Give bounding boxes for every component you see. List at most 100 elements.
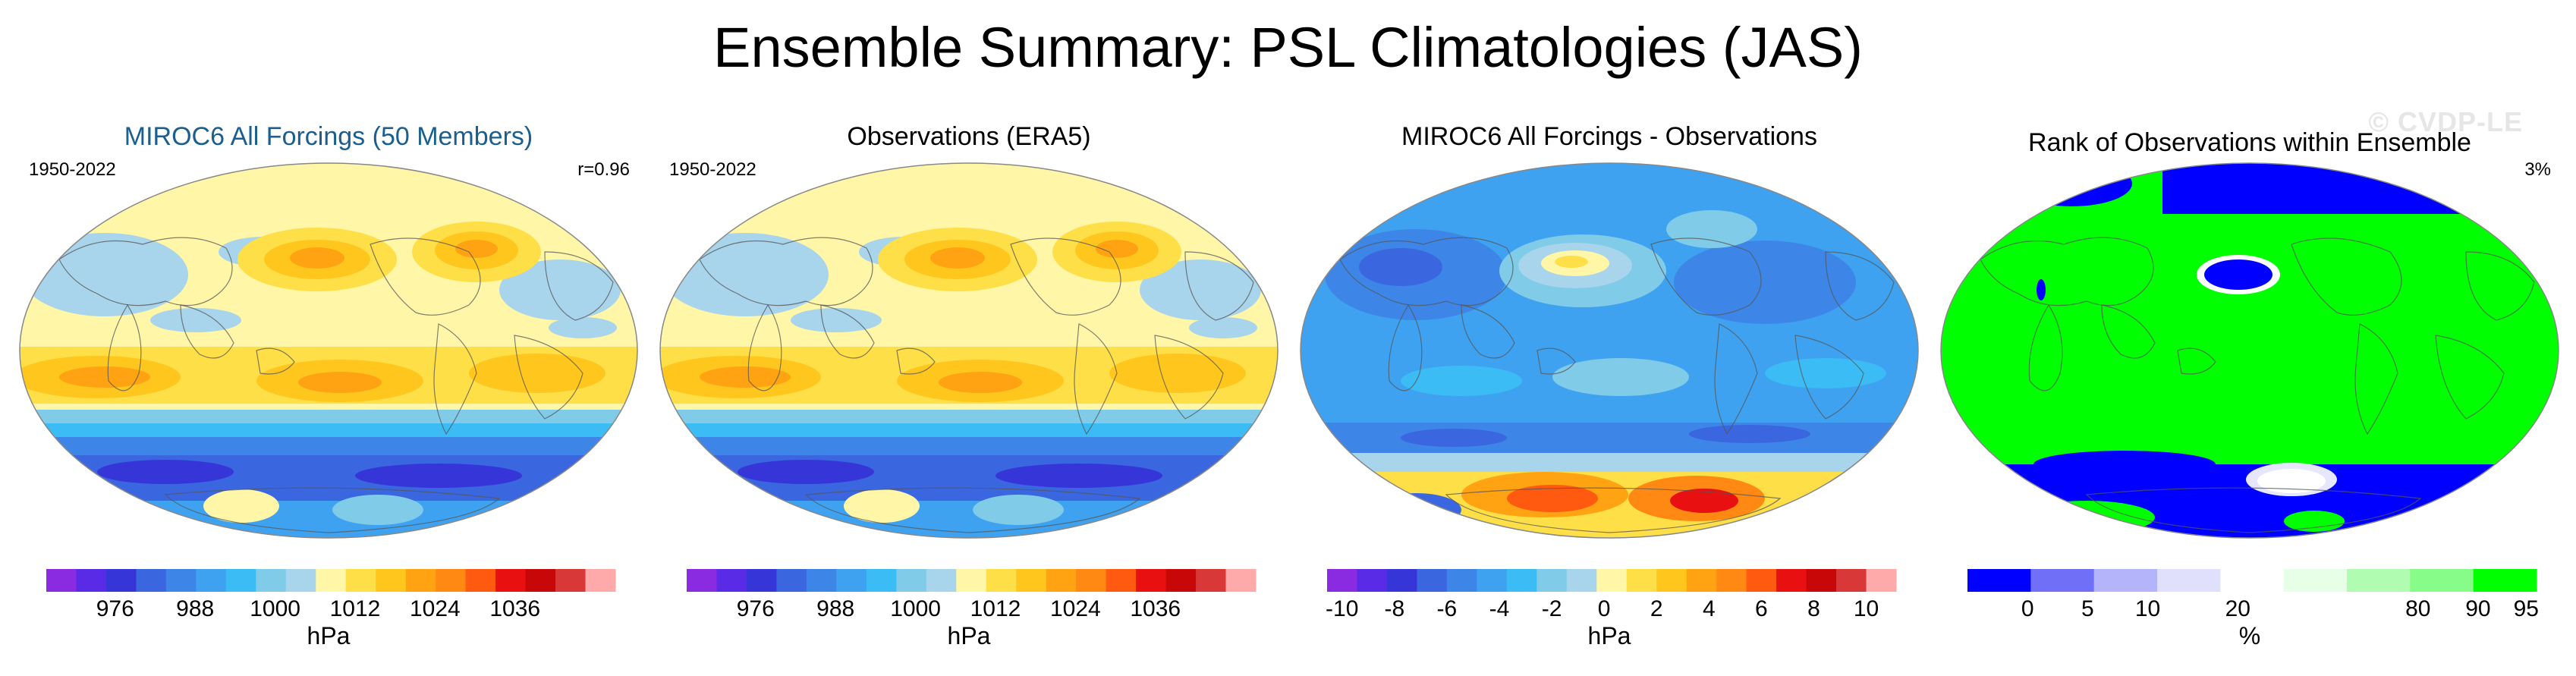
coastline [1461, 304, 1515, 359]
colorbar-unit: % [2238, 622, 2261, 649]
map-field [660, 163, 1278, 538]
colorbar-swatch [2030, 569, 2095, 592]
colorbar-swatch [525, 569, 556, 592]
coastline [1794, 335, 1864, 420]
colorbar-tick-label: -6 [1437, 596, 1458, 618]
colorbar-swatch [465, 569, 496, 592]
colorbar-swatch [1046, 569, 1077, 592]
colorbar-tick-label: 1036 [489, 596, 540, 618]
colorbar-tick-label: 988 [176, 596, 214, 618]
colorbar: 051020809095100 [1967, 569, 2539, 618]
colorbar-swatch [405, 569, 436, 592]
colorbar-tick-label: 1012 [970, 596, 1021, 618]
colorbar-tick-label: -8 [1384, 596, 1404, 618]
coastline [804, 487, 1141, 533]
colorbar-swatch [316, 569, 347, 592]
colorbar-swatch [1225, 569, 1257, 592]
colorbar-tick-label: 95 [2514, 596, 2539, 618]
colorbar-tick-label: 1000 [890, 596, 941, 618]
colorbar-swatch [896, 569, 927, 592]
map-field [1301, 163, 1918, 538]
colorbar-swatch [1076, 569, 1107, 592]
coastline [699, 237, 873, 307]
colorbar: 976 988 1000 1012 1024 1036 [46, 569, 616, 618]
coastline [1650, 237, 1762, 316]
colorbar-swatch [1136, 569, 1167, 592]
colorbar-tick-label: 5 [2081, 596, 2094, 618]
coastline [2177, 347, 2216, 375]
colorbar-tick-label: -4 [1489, 596, 1510, 618]
coastline [370, 237, 481, 316]
colorbar-swatch [1357, 569, 1388, 592]
colorbar-tick-label: 976 [737, 596, 775, 618]
coastline [1825, 251, 1895, 321]
coastline [256, 347, 295, 375]
colorbar-tick-label: 0 [2021, 596, 2034, 618]
colorbar-swatch [105, 569, 137, 592]
colorbar-unit: hPa [1587, 622, 1631, 649]
coastline [1536, 347, 1576, 375]
colorbar-tick-label: 976 [96, 596, 134, 618]
coastline [2291, 237, 2402, 316]
colorbar-swatch [1016, 569, 1047, 592]
map-field [20, 163, 637, 538]
colorbar-swatch [1806, 569, 1837, 592]
coastline [2354, 323, 2398, 435]
colorbar-swatch [986, 569, 1017, 592]
colorbar-swatch [1106, 569, 1137, 592]
colorbar-tick-label: 2 [1650, 596, 1663, 618]
colorbar-tick-label: 0 [1598, 596, 1611, 618]
coastline [2465, 251, 2535, 321]
period-label: 1950-2022 [29, 159, 116, 180]
colorbar-tick-label: 90 [2465, 596, 2490, 618]
colorbar-swatch [1446, 569, 1477, 592]
coastline [1074, 323, 1118, 435]
coastline [1714, 323, 1758, 435]
coastline [1154, 335, 1224, 420]
colorbar-swatch [285, 569, 316, 592]
coastline [2435, 335, 2505, 420]
colorbar-swatch [1386, 569, 1417, 592]
coastline [58, 237, 233, 307]
colorbar-swatch [687, 569, 717, 592]
panel-title: MIROC6 All Forcings - Observations [1401, 122, 1817, 151]
map-border [659, 162, 1279, 539]
colorbar-swatch [2093, 569, 2158, 592]
colorbar-swatch [1327, 569, 1357, 592]
coastline [1980, 237, 2154, 307]
coastline [107, 303, 142, 391]
map-field [1941, 163, 2559, 538]
colorbar-tick-label: -10 [1326, 596, 1358, 618]
coastline [896, 347, 936, 375]
colorbar-swatch [2220, 569, 2285, 592]
colorbar-swatch [1776, 569, 1807, 592]
colorbar-swatch [956, 569, 987, 592]
coastline [164, 487, 501, 533]
colorbar-swatch [1165, 569, 1197, 592]
colorbar-swatch [1626, 569, 1657, 592]
colorbar-tick-label: 20 [2225, 596, 2250, 618]
colorbar-swatch [345, 569, 376, 592]
map-panel-3: MIROC6 All Forcings - Observations -10 -8 -… [1294, 114, 1924, 668]
coastline [820, 304, 875, 359]
colorbar-swatch [836, 569, 867, 592]
colorbar-swatch [1506, 569, 1537, 592]
colorbar-swatch [1656, 569, 1687, 592]
coastline [433, 323, 477, 435]
colorbar-tick-label: 10 [1854, 596, 1879, 618]
colorbar-tick-label: 80 [2405, 596, 2430, 618]
map [19, 162, 638, 539]
colorbar-swatch [1536, 569, 1568, 592]
coastline [180, 304, 234, 359]
coastline [1445, 487, 1782, 533]
colorbar-swatch [225, 569, 256, 592]
colorbar-swatch [1716, 569, 1747, 592]
colorbar-tick-label: 4 [1703, 596, 1716, 618]
map-panel-2: Observations (ERA5) 1950-2022 976 988 1000 10… [654, 114, 1284, 668]
coastline [2101, 304, 2156, 359]
colorbar-swatch [196, 569, 227, 592]
colorbar-tick-label: 1024 [410, 596, 461, 618]
colorbar-tick-label: 6 [1755, 596, 1768, 618]
colorbar-tick-label: 1012 [330, 596, 381, 618]
coastline [2028, 303, 2063, 391]
